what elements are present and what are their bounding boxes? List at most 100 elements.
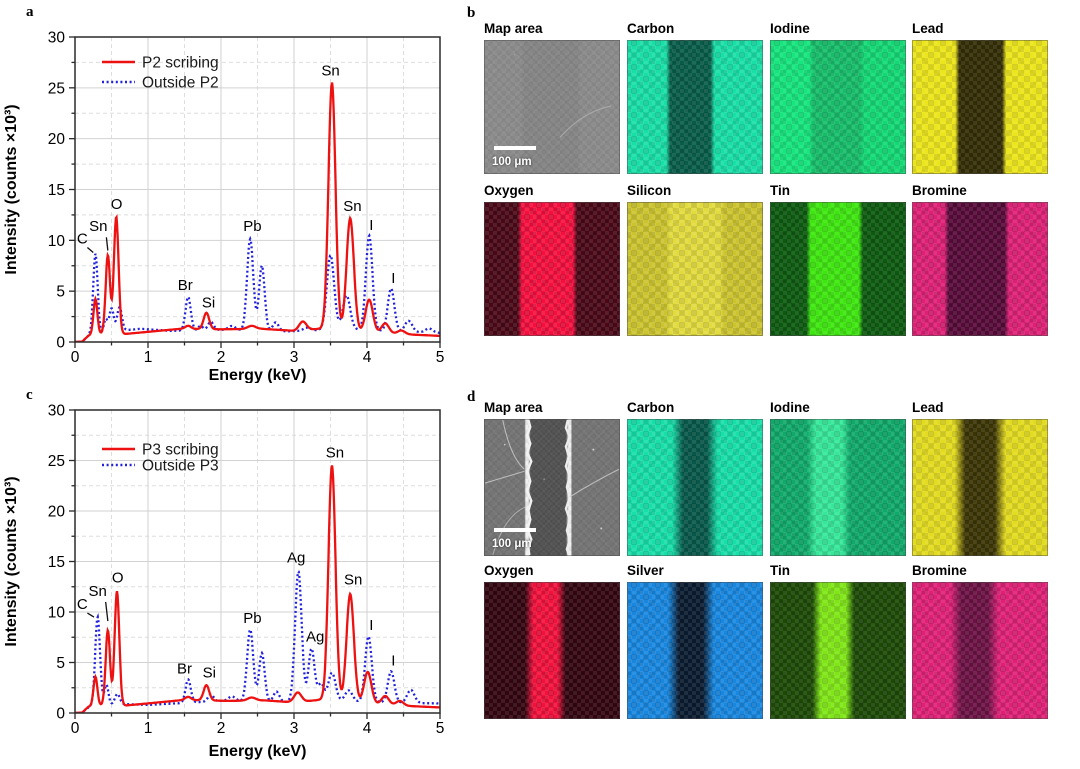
map-label: Tin bbox=[770, 183, 790, 198]
edx-spectrum-chart-a: 0 1 2 3 4 5 0 5 10 15 20 25 30 Energy (keV) Intensity … bbox=[3, 30, 444, 384]
scale-bar-label: 100 μm bbox=[492, 156, 532, 168]
edx-spectrum-chart-c: 0 1 2 3 4 5 0 5 10 15 20 25 30 Energy (keV) Intensity … bbox=[3, 403, 445, 761]
oxygen-map-image-b bbox=[484, 202, 620, 336]
map-label: Map area bbox=[484, 400, 543, 415]
y-tick-label: 15 bbox=[48, 554, 65, 571]
element-label-O: O bbox=[112, 570, 124, 587]
x-tick-label: 5 bbox=[436, 720, 445, 737]
grid-major bbox=[75, 37, 440, 342]
element-label-Sn: Sn bbox=[344, 572, 362, 589]
map-tile-maparea-d: Map area 100 μm bbox=[484, 400, 620, 556]
map-tile-silver-d: Silver bbox=[627, 563, 763, 719]
element-label-Ag: Ag bbox=[306, 628, 324, 645]
y-tick-label: 15 bbox=[48, 182, 65, 199]
y-tick-label: 10 bbox=[48, 233, 66, 250]
legend-label-outside-p3: Outside P3 bbox=[142, 458, 219, 475]
map-tile-bromine-b: Bromine bbox=[912, 183, 1048, 336]
lead-map-image-d bbox=[912, 419, 1048, 556]
map-label: Iodine bbox=[770, 21, 810, 36]
sem-texture bbox=[490, 53, 612, 167]
element-label-Si: Si bbox=[203, 665, 216, 682]
map-label: Iodine bbox=[770, 400, 810, 415]
element-label-I: I bbox=[391, 270, 395, 287]
bromine-map-image-b bbox=[912, 202, 1048, 336]
map-label: Oxygen bbox=[484, 563, 534, 578]
map-label: Oxygen bbox=[484, 183, 534, 198]
lead-map-image-b bbox=[912, 40, 1048, 174]
y-tick-label: 5 bbox=[56, 655, 65, 672]
element-label-Pb: Pb bbox=[243, 610, 261, 627]
element-label-I: I bbox=[369, 217, 373, 234]
map-tile-bromine-d: Bromine bbox=[912, 563, 1048, 719]
x-tick-label: 0 bbox=[71, 349, 80, 366]
y-tick-label: 30 bbox=[48, 403, 66, 420]
legend-label-p2-scribing: P2 scribing bbox=[142, 55, 219, 72]
map-label: Silicon bbox=[627, 183, 672, 198]
silver-map-image-d bbox=[627, 582, 763, 719]
y-tick-label: 5 bbox=[56, 284, 65, 301]
scale-bar bbox=[494, 146, 536, 150]
element-label-Br: Br bbox=[177, 661, 192, 678]
oxygen-map-image-d bbox=[484, 582, 620, 719]
element-label-Sn: Sn bbox=[343, 198, 361, 215]
map-label: Bromine bbox=[912, 183, 967, 198]
y-tick-label: 10 bbox=[48, 605, 66, 622]
carbon-map-image-d bbox=[627, 419, 763, 556]
panel-label-c: c bbox=[26, 387, 33, 403]
x-tick-label: 1 bbox=[144, 349, 153, 366]
x-axis-title: Energy (keV) bbox=[209, 367, 307, 383]
panel-label-b: b bbox=[467, 5, 476, 21]
element-label-Si: Si bbox=[202, 294, 215, 311]
map-label: Carbon bbox=[627, 21, 675, 36]
y-tick-label: 25 bbox=[48, 80, 65, 97]
element-label-Pb: Pb bbox=[243, 218, 261, 235]
annotation-connector bbox=[105, 601, 109, 622]
iodine-map-image-b bbox=[770, 40, 906, 174]
element-label-Sn: Sn bbox=[89, 218, 107, 235]
map-label: Silver bbox=[627, 563, 664, 578]
series-curve-p2-scribing bbox=[75, 82, 440, 342]
map-tile-lead-d: Lead bbox=[912, 400, 1048, 556]
map-tile-lead-b: Lead bbox=[912, 21, 1048, 174]
y-tick-label: 0 bbox=[56, 335, 65, 352]
map-tile-iodine-b: Iodine bbox=[770, 21, 906, 174]
annotation-connector bbox=[105, 237, 109, 251]
panel-label-a: a bbox=[26, 4, 34, 20]
y-tick-label: 0 bbox=[56, 706, 65, 723]
map-tile-silicon-b: Silicon bbox=[627, 183, 763, 336]
element-map-panel-d: Map area 100 μm Carbon I bbox=[462, 385, 1080, 769]
element-label-Sn: Sn bbox=[321, 63, 339, 80]
map-label: Carbon bbox=[627, 400, 675, 415]
y-axis-title: Intensity (counts ×10³) bbox=[3, 476, 20, 646]
legend-label-p3-scribing: P3 scribing bbox=[142, 442, 219, 459]
x-tick-label: 4 bbox=[363, 349, 372, 366]
scale-bar bbox=[494, 528, 536, 532]
element-label-C: C bbox=[77, 230, 88, 247]
element-label-I: I bbox=[391, 653, 395, 670]
element-label-C: C bbox=[77, 596, 88, 613]
x-tick-label: 1 bbox=[144, 720, 153, 737]
x-tick-label: 0 bbox=[71, 720, 80, 737]
map-tile-oxygen-d: Oxygen bbox=[484, 563, 620, 719]
x-axis-title: Energy (keV) bbox=[209, 743, 307, 760]
iodine-map-image-d bbox=[770, 419, 906, 556]
y-tick-label: 25 bbox=[48, 453, 65, 470]
carbon-map-image-b bbox=[627, 40, 763, 174]
element-label-Sn: Sn bbox=[326, 444, 344, 461]
axis-ticks bbox=[69, 36, 441, 348]
bromine-map-image-d bbox=[912, 582, 1048, 719]
legend-label-outside-p2: Outside P2 bbox=[142, 75, 219, 92]
map-label: Bromine bbox=[912, 563, 967, 578]
element-label-Sn: Sn bbox=[88, 583, 106, 600]
x-tick-label: 4 bbox=[363, 720, 372, 737]
map-label: Lead bbox=[912, 400, 944, 415]
element-label-Br: Br bbox=[178, 277, 193, 294]
map-tile-oxygen-b: Oxygen bbox=[484, 183, 620, 336]
y-tick-label: 30 bbox=[48, 30, 66, 47]
map-label: Map area bbox=[484, 21, 543, 36]
x-tick-label: 3 bbox=[290, 720, 299, 737]
element-label-I: I bbox=[369, 617, 373, 634]
annotation-connector bbox=[86, 246, 94, 254]
map-tile-tin-d: Tin bbox=[770, 563, 906, 719]
